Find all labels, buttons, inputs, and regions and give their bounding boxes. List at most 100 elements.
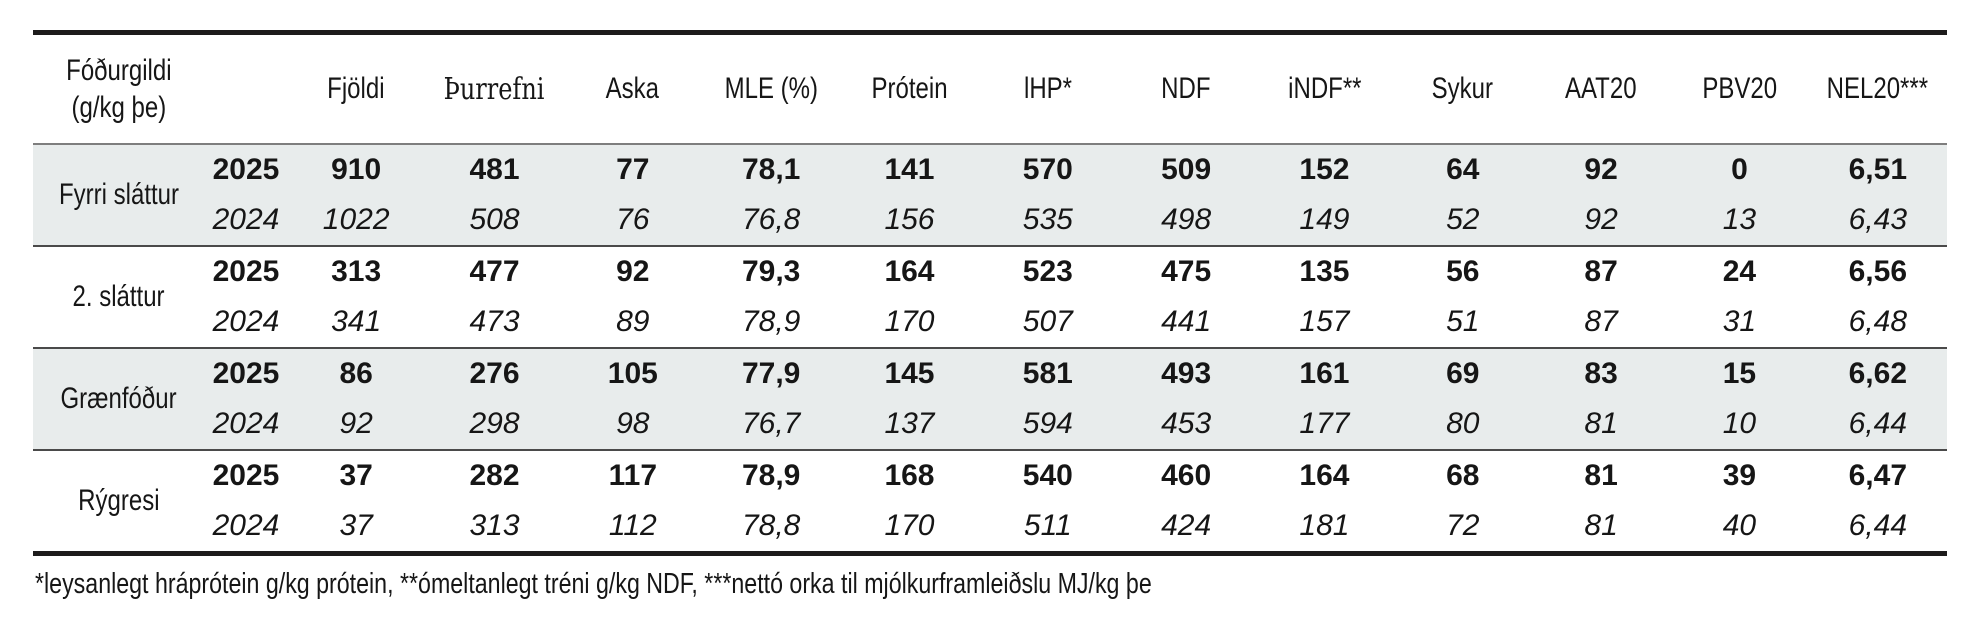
- header-title-line2: (g/kg þe): [71, 91, 167, 124]
- data-cell: 509: [1161, 153, 1212, 186]
- table-row: Fyrri sláttur 2025 910 481 77 78,1 141 570 509 15…: [33, 144, 1947, 211]
- data-cell: 78,8: [741, 509, 801, 542]
- data-cell: 6,43: [1848, 203, 1907, 236]
- data-cell: 910: [331, 153, 382, 186]
- data-cell: 24: [1722, 255, 1757, 288]
- row-group: Fyrri sláttur 2025 910 481 77 78,1 141 570 509 15…: [33, 144, 1947, 246]
- data-cell: 98: [616, 407, 650, 440]
- data-cell: 6,47: [1848, 459, 1907, 492]
- data-cell: 13: [1722, 203, 1757, 236]
- data-cell: 170: [884, 305, 935, 338]
- data-cell: 64: [1446, 153, 1480, 186]
- data-cell: 92: [339, 407, 373, 440]
- group-label: 2. sláttur: [72, 280, 166, 313]
- data-cell: 31: [1722, 305, 1757, 338]
- data-cell: 105: [607, 357, 658, 390]
- data-cell: 80: [1446, 407, 1480, 440]
- year-cell: 2024: [212, 407, 280, 440]
- data-cell: 523: [1022, 255, 1073, 288]
- year-cell: 2024: [212, 305, 280, 338]
- feed-values-table: Fóðurgildi (g/kg þe) Fjöldi Þurrefni Aska M…: [33, 35, 1947, 551]
- data-cell: 86: [339, 357, 373, 390]
- table-row: Rýgresi 2025 37 282 117 78,9 168 540 460 164 68 81 3…: [33, 450, 1947, 517]
- data-cell: 282: [469, 459, 520, 492]
- data-cell: 87: [1584, 305, 1618, 338]
- data-cell: 161: [1299, 357, 1350, 390]
- group-label: Grænfóður: [60, 382, 178, 415]
- data-cell: 72: [1446, 509, 1480, 542]
- data-cell: 37: [339, 509, 373, 542]
- data-cell: 37: [339, 459, 373, 492]
- data-cell: 164: [1299, 459, 1350, 492]
- row-group: Rýgresi 2025 37 282 117 78,9 168 540 460 164 68 81 3…: [33, 450, 1947, 551]
- data-cell: 112: [608, 509, 657, 542]
- data-cell: 170: [884, 509, 935, 542]
- data-cell: 76,8: [741, 203, 801, 236]
- data-cell: 68: [1446, 459, 1480, 492]
- data-cell: 6,56: [1848, 255, 1907, 288]
- data-cell: 581: [1022, 357, 1073, 390]
- data-cell: 135: [1299, 255, 1350, 288]
- data-cell: 6,48: [1848, 305, 1907, 338]
- column-header: Aska: [563, 35, 702, 145]
- data-cell: 89: [616, 305, 650, 338]
- data-cell: 156: [884, 203, 935, 236]
- row-group: Grænfóður 2025 86 276 105 77,9 145 581 493 161 69 8…: [33, 348, 1947, 450]
- data-cell: 87: [1584, 255, 1618, 288]
- data-cell: 1022: [322, 203, 390, 236]
- data-cell: 137: [884, 407, 935, 440]
- data-cell: 0: [1731, 153, 1748, 186]
- data-cell: 475: [1161, 255, 1212, 288]
- data-cell: 10: [1722, 407, 1757, 440]
- year-cell: 2025: [212, 255, 280, 288]
- data-cell: 441: [1161, 305, 1212, 338]
- column-header: MLE (%): [701, 35, 841, 145]
- column-header: Sykur: [1393, 35, 1532, 145]
- data-cell: 149: [1299, 203, 1350, 236]
- data-cell: 77: [616, 153, 650, 186]
- year-cell: 2024: [212, 509, 280, 542]
- data-cell: 40: [1722, 509, 1757, 542]
- column-header: Prótein: [840, 35, 979, 145]
- data-cell: 540: [1022, 459, 1073, 492]
- row-group: 2. sláttur 2025 313 477 92 79,3 164 523 475 135 56…: [33, 246, 1947, 348]
- data-cell: 313: [331, 255, 382, 288]
- table-header: Fóðurgildi (g/kg þe) Fjöldi Þurrefni Aska M…: [33, 35, 1947, 145]
- data-cell: 473: [469, 305, 520, 338]
- data-cell: 6,44: [1848, 407, 1907, 440]
- data-cell: 56: [1446, 255, 1480, 288]
- feed-values-table-container: Fóðurgildi (g/kg þe) Fjöldi Þurrefni Aska M…: [33, 30, 1947, 556]
- column-header: Fjöldi: [287, 35, 426, 145]
- data-cell: 92: [1584, 203, 1618, 236]
- group-label: Fyrri sláttur: [59, 178, 179, 211]
- header-row: Fóðurgildi (g/kg þe) Fjöldi Þurrefni Aska M…: [33, 35, 1947, 145]
- data-cell: 78,9: [741, 459, 801, 492]
- data-cell: 52: [1446, 203, 1480, 236]
- table-row: 2024 341 473 89 78,9 170 507 441 157 51 87 31 6,48: [33, 297, 1947, 348]
- group-label: Rýgresi: [78, 484, 160, 517]
- data-cell: 493: [1161, 357, 1212, 390]
- data-cell: 168: [884, 459, 935, 492]
- footnote-text: *leysanlegt hráprótein g/kg prótein, **ó…: [35, 568, 1152, 600]
- data-cell: 141: [884, 153, 935, 186]
- data-cell: 77,9: [741, 357, 801, 390]
- data-cell: 535: [1022, 203, 1073, 236]
- column-header-year-empty: [205, 35, 287, 145]
- data-cell: 76,7: [741, 407, 801, 440]
- data-cell: 81: [1584, 407, 1618, 440]
- data-cell: 92: [1584, 153, 1618, 186]
- column-header: iNDF**: [1255, 35, 1394, 145]
- column-header: Þurrefni: [425, 35, 564, 145]
- year-cell: 2025: [212, 357, 280, 390]
- header-title-line1: Fóðurgildi: [66, 54, 172, 87]
- table-row: 2024 1022 508 76 76,8 156 535 498 149 52 92 13 6,43: [33, 195, 1947, 246]
- year-cell: 2024: [212, 203, 280, 236]
- data-cell: 498: [1161, 203, 1212, 236]
- data-cell: 507: [1022, 305, 1073, 338]
- table-row: 2024 37 313 112 78,8 170 511 424 181 72 81 40 6,44: [33, 501, 1947, 551]
- data-cell: 460: [1161, 459, 1212, 492]
- data-cell: 298: [469, 407, 520, 440]
- column-header: lHP*: [978, 35, 1117, 145]
- data-cell: 81: [1584, 459, 1618, 492]
- data-cell: 341: [331, 305, 382, 338]
